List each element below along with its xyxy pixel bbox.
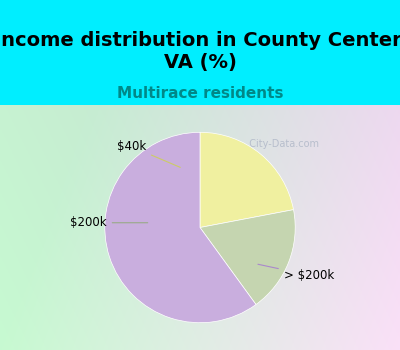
- Wedge shape: [105, 132, 256, 323]
- Text: City-Data.com: City-Data.com: [243, 139, 319, 149]
- Text: > $200k: > $200k: [258, 264, 334, 282]
- Text: Multirace residents: Multirace residents: [117, 86, 283, 101]
- Wedge shape: [200, 132, 294, 228]
- Text: $200k: $200k: [70, 216, 148, 229]
- Wedge shape: [200, 210, 295, 304]
- Text: $40k: $40k: [117, 140, 180, 167]
- Text: Income distribution in County Center,
VA (%): Income distribution in County Center, VA…: [0, 32, 400, 72]
